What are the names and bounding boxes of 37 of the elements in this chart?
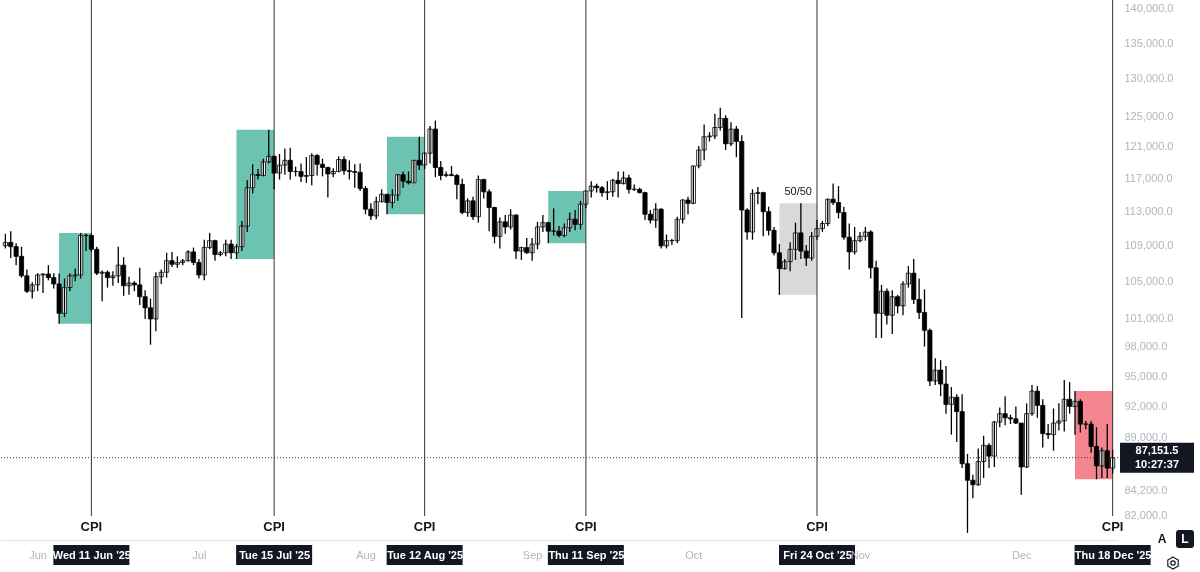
x-tick-label: Thu 11 Sep '25 — [548, 548, 625, 561]
y-tick-label: 130,000.0 — [1124, 72, 1174, 85]
x-tick-label: Jul — [192, 548, 207, 561]
y-tick-label: 82,000.0 — [1124, 508, 1168, 521]
y-tick-label: 84,200.0 — [1124, 483, 1168, 496]
y-tick-label: 109,000.0 — [1124, 239, 1174, 252]
y-tick-label: 140,000.0 — [1124, 2, 1174, 15]
y-tick-label: 92,000.0 — [1124, 399, 1168, 412]
ref-line-label: CPI — [413, 519, 436, 534]
y-tick-label: 89,000.0 — [1124, 431, 1168, 444]
y-tick-label: 105,000.0 — [1124, 274, 1174, 287]
y-tick-label: 95,000.0 — [1124, 369, 1168, 382]
y-tick-label: 125,000.0 — [1124, 109, 1174, 122]
x-tick-label: Fri 24 Oct '25 — [783, 548, 852, 561]
log-scale-button: L — [1176, 530, 1194, 548]
x-tick-label: Oct — [685, 548, 703, 561]
x-tick-label: Aug — [356, 548, 376, 561]
x-tick-label: Tue 15 Jul '25 — [239, 548, 311, 561]
ref-line-label: CPI — [80, 519, 103, 534]
y-tick-label: 101,000.0 — [1124, 311, 1174, 324]
x-tick-label: Dec — [1011, 548, 1033, 561]
ref-line-label: CPI — [575, 519, 597, 534]
x-tick-label: Tue 12 Aug '25 — [387, 548, 464, 561]
ref-line-label: CPI — [263, 519, 285, 534]
x-tick-label: Sep — [522, 548, 543, 561]
y-tick-label: 117,000.0 — [1124, 172, 1173, 185]
y-tick-label: 98,000.0 — [1124, 340, 1168, 353]
ref-line-label: CPI — [806, 519, 828, 534]
band-label: 50/50 — [784, 185, 812, 198]
y-tick-label: 135,000.0 — [1124, 36, 1174, 49]
y-tick-label: 121,000.0 — [1124, 140, 1174, 153]
x-tick-label: Thu 18 Dec '25 — [1074, 548, 1152, 561]
ref-line-label: 87,151.5 — [1135, 443, 1179, 456]
text: 10:27:37 — [1134, 457, 1180, 470]
y-tick-label: 113,000.0 — [1124, 205, 1173, 218]
x-tick-label: Jun — [29, 548, 47, 561]
ref-line-label: CPI — [1101, 519, 1124, 534]
